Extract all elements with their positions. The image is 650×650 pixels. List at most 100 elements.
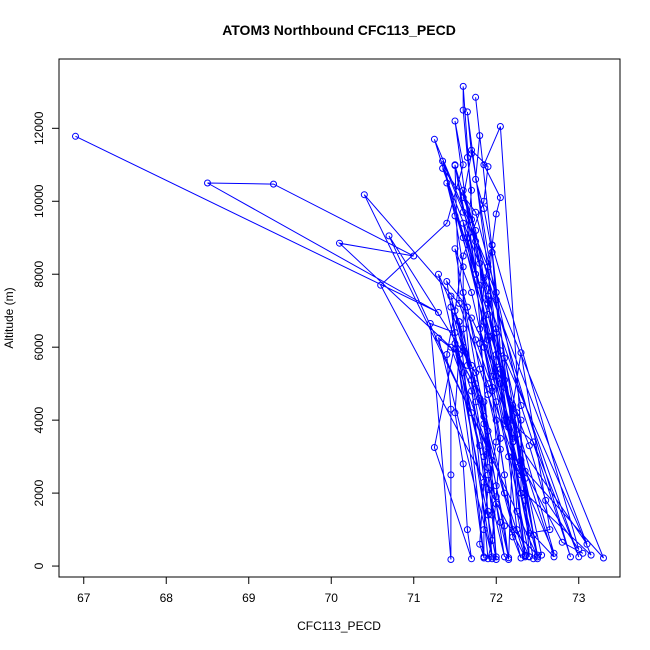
data-point bbox=[472, 208, 480, 216]
data-point bbox=[459, 369, 467, 377]
data-point bbox=[476, 442, 484, 450]
data-point bbox=[447, 292, 455, 300]
data-point bbox=[480, 343, 488, 351]
data-point bbox=[410, 252, 418, 260]
data-point bbox=[525, 442, 533, 450]
data-point bbox=[435, 270, 442, 278]
data-point bbox=[484, 299, 492, 307]
x-tick-label: 68 bbox=[160, 591, 174, 605]
data-point bbox=[492, 372, 500, 380]
data-point bbox=[492, 325, 500, 333]
data-point bbox=[468, 289, 475, 296]
data-point bbox=[476, 259, 484, 267]
data-point bbox=[336, 239, 343, 247]
data-point bbox=[459, 186, 467, 194]
data-point bbox=[505, 416, 513, 424]
data-point bbox=[472, 369, 480, 377]
data-point bbox=[529, 438, 537, 446]
x-tick-label: 71 bbox=[407, 591, 421, 605]
data-point bbox=[488, 511, 496, 519]
data-point bbox=[468, 555, 475, 563]
data-point bbox=[447, 405, 455, 413]
data-point bbox=[476, 394, 484, 402]
data-point bbox=[513, 507, 521, 515]
data-point bbox=[517, 349, 525, 357]
data-point bbox=[204, 179, 211, 187]
data-point bbox=[484, 427, 492, 435]
data-point bbox=[435, 309, 442, 316]
data-point bbox=[488, 241, 496, 249]
data-point bbox=[509, 402, 517, 409]
data-point bbox=[360, 191, 368, 199]
data-point bbox=[484, 511, 492, 519]
data-point bbox=[505, 453, 513, 461]
data-point bbox=[517, 489, 525, 497]
data-point bbox=[451, 345, 459, 353]
series-line bbox=[75, 86, 604, 560]
data-point bbox=[480, 420, 488, 428]
data-point bbox=[546, 526, 554, 534]
data-point bbox=[488, 456, 496, 464]
data-point bbox=[468, 409, 475, 417]
data-point bbox=[501, 354, 508, 362]
data-point bbox=[484, 310, 492, 318]
data-point bbox=[463, 154, 471, 161]
data-point bbox=[496, 380, 504, 388]
data-point bbox=[472, 93, 480, 101]
data-point bbox=[480, 526, 488, 534]
data-point bbox=[558, 538, 566, 546]
data-point bbox=[513, 526, 521, 534]
data-point bbox=[492, 493, 500, 501]
data-point bbox=[439, 164, 447, 172]
data-point bbox=[501, 383, 508, 391]
data-point bbox=[529, 531, 537, 539]
data-point bbox=[488, 555, 496, 563]
data-point bbox=[534, 555, 541, 563]
data-point bbox=[492, 289, 500, 296]
data-point bbox=[459, 263, 467, 271]
data-point bbox=[480, 197, 488, 205]
data-point bbox=[468, 361, 475, 369]
data-point bbox=[501, 522, 508, 530]
data-point bbox=[435, 334, 442, 342]
data-point bbox=[472, 380, 480, 388]
data-point bbox=[542, 496, 550, 504]
data-point bbox=[517, 456, 525, 464]
data-point bbox=[451, 117, 459, 125]
data-point bbox=[505, 556, 513, 563]
data-point bbox=[484, 449, 492, 457]
data-point bbox=[484, 336, 492, 344]
data-point bbox=[488, 248, 496, 256]
data-point bbox=[426, 320, 434, 327]
data-point bbox=[517, 416, 525, 424]
data-point bbox=[377, 281, 385, 289]
data-point bbox=[492, 358, 500, 366]
data-point bbox=[492, 351, 500, 358]
data-point bbox=[451, 161, 459, 169]
data-point bbox=[492, 296, 500, 304]
data-point bbox=[484, 555, 492, 563]
data-point bbox=[480, 478, 488, 486]
data-point bbox=[459, 347, 467, 355]
data-point bbox=[492, 556, 500, 563]
data-point bbox=[443, 351, 451, 358]
data-point bbox=[484, 464, 492, 472]
data-point bbox=[463, 526, 471, 534]
data-point bbox=[459, 252, 467, 260]
data-point bbox=[575, 546, 583, 554]
data-point bbox=[476, 281, 484, 289]
data-point bbox=[480, 413, 488, 420]
data-point bbox=[521, 475, 529, 482]
x-tick-label: 73 bbox=[572, 591, 586, 605]
data-point bbox=[488, 537, 496, 544]
data-point bbox=[496, 365, 504, 373]
x-axis: 67 68 69 70 71 72 73 bbox=[77, 577, 586, 605]
data-point bbox=[459, 219, 467, 227]
y-tick-label: 8000 bbox=[32, 261, 46, 288]
data-point bbox=[443, 278, 451, 285]
data-point bbox=[472, 237, 480, 245]
y-tick-label: 4000 bbox=[32, 406, 46, 433]
data-point bbox=[538, 551, 546, 559]
data-point bbox=[488, 332, 496, 340]
